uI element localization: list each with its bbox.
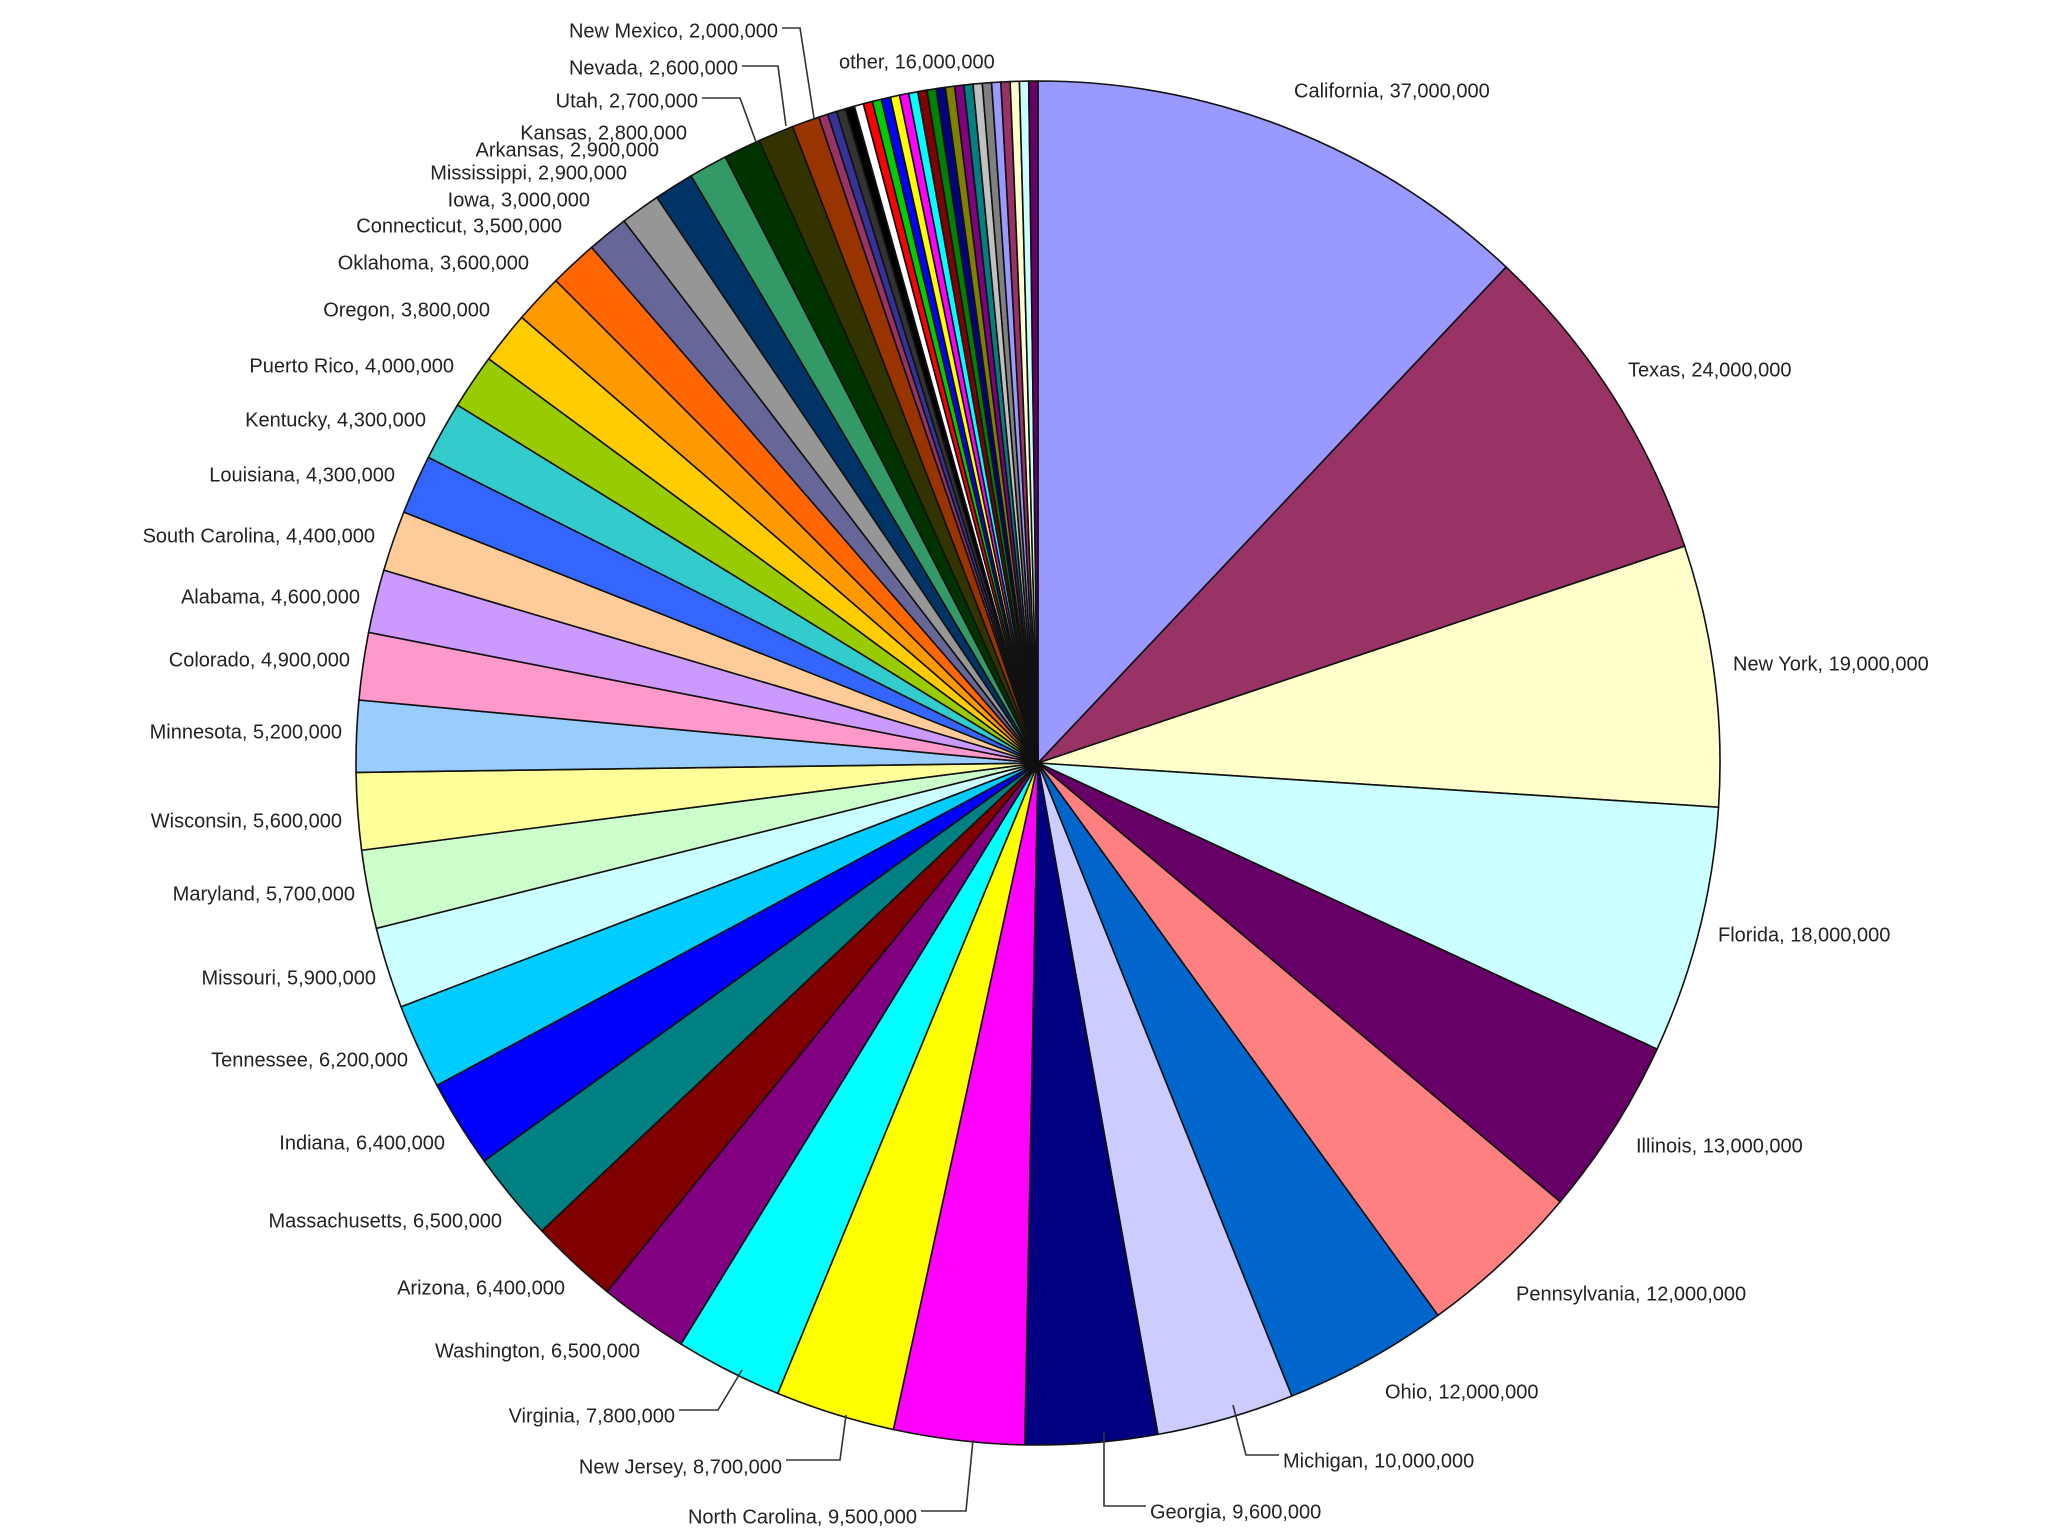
leader-virginia <box>679 1369 743 1411</box>
label-oregon: Oregon, 3,800,000 <box>323 299 490 321</box>
leader-new-jersey <box>786 1414 847 1461</box>
label-ohio: Ohio, 12,000,000 <box>1385 1381 1538 1403</box>
label-new-york: New York, 19,000,000 <box>1733 653 1929 675</box>
label-missouri: Missouri, 5,900,000 <box>201 967 376 989</box>
label-indiana: Indiana, 6,400,000 <box>279 1132 445 1154</box>
label-tennessee: Tennessee, 6,200,000 <box>211 1049 408 1071</box>
slice-other-stripe <box>1027 80 1039 764</box>
slice-other <box>817 80 1039 764</box>
label-washington: Washington, 6,500,000 <box>435 1340 640 1362</box>
label-new-mexico: New Mexico, 2,000,000 <box>569 20 778 42</box>
label-north-carolina: North Carolina, 9,500,000 <box>688 1506 917 1528</box>
leader-new-mexico <box>782 27 815 119</box>
label-other: other, 16,000,000 <box>839 51 995 73</box>
leader-nevada <box>742 65 787 127</box>
leader-georgia <box>1103 1432 1146 1507</box>
label-arkansas: Arkansas, 2,900,000 <box>476 139 659 161</box>
label-iowa: Iowa, 3,000,000 <box>448 189 590 211</box>
label-mississippi: Mississippi, 2,900,000 <box>430 162 627 184</box>
label-colorado: Colorado, 4,900,000 <box>169 649 350 671</box>
label-alabama: Alabama, 4,600,000 <box>181 586 360 608</box>
label-utah: Utah, 2,700,000 <box>556 90 698 112</box>
label-louisiana: Louisiana, 4,300,000 <box>209 464 395 486</box>
pie-slices <box>355 80 1721 1446</box>
label-arizona: Arizona, 6,400,000 <box>397 1277 565 1299</box>
label-wisconsin: Wisconsin, 5,600,000 <box>151 810 342 832</box>
label-illinois: Illinois, 13,000,000 <box>1636 1135 1803 1157</box>
label-oklahoma: Oklahoma, 3,600,000 <box>338 252 529 274</box>
leader-utah <box>702 97 757 143</box>
slice-labels: California, 37,000,000 Texas, 24,000,000 N… <box>143 20 1929 1528</box>
label-california: California, 37,000,000 <box>1294 80 1490 102</box>
label-nevada: Nevada, 2,600,000 <box>569 57 738 79</box>
label-kansas: Kansas, 2,800,000 <box>520 122 687 144</box>
label-minnesota: Minnesota, 5,200,000 <box>150 721 342 743</box>
slice-california <box>1037 80 1508 766</box>
leader-michigan <box>1232 1404 1279 1456</box>
label-puerto-rico: Puerto Rico, 4,000,000 <box>249 355 454 377</box>
label-maryland: Maryland, 5,700,000 <box>173 883 355 905</box>
label-florida: Florida, 18,000,000 <box>1718 924 1890 946</box>
slice-texas <box>1037 265 1686 764</box>
label-michigan: Michigan, 10,000,000 <box>1283 1450 1474 1472</box>
slice-florida <box>1037 762 1720 1051</box>
label-pennsylvania: Pennsylvania, 12,000,000 <box>1516 1283 1746 1305</box>
label-connecticut: Connecticut, 3,500,000 <box>356 215 562 237</box>
slice-illinois <box>1037 762 1659 1203</box>
label-kentucky: Kentucky, 4,300,000 <box>245 409 426 431</box>
leader-north-carolina <box>921 1439 974 1512</box>
label-virginia: Virginia, 7,800,000 <box>509 1405 675 1427</box>
slice-new-york <box>1037 545 1721 809</box>
label-texas: Texas, 24,000,000 <box>1628 359 1791 381</box>
leader-lines <box>679 27 1279 1512</box>
label-massachusetts: Massachusetts, 6,500,000 <box>269 1210 502 1232</box>
label-south-carolina: South Carolina, 4,400,000 <box>143 525 375 547</box>
label-georgia: Georgia, 9,600,000 <box>1150 1501 1321 1523</box>
label-new-jersey: New Jersey, 8,700,000 <box>579 1456 782 1478</box>
